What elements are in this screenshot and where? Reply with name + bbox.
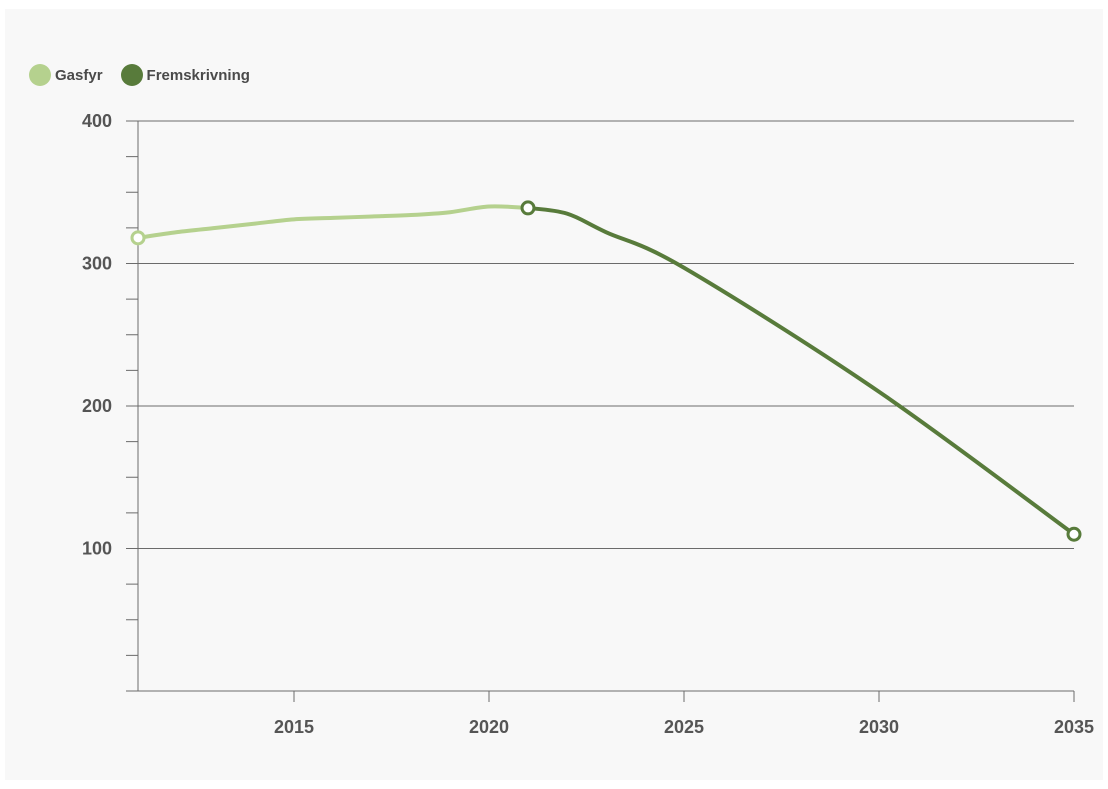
series-line-gasfyr (136, 204, 530, 240)
series-line-fremskrivning (526, 205, 1076, 537)
legend-swatch-fremskrivning (120, 64, 143, 86)
data-point-fremskrivning-2021[interactable] (520, 200, 536, 216)
x-tick-label-2015: 2015 (274, 717, 314, 737)
legend-label-gasfyr: Gasfyr (55, 66, 103, 84)
legend-item-fremskrivning[interactable]: Fremskrivning (120, 64, 250, 86)
x-tick-label-2035: 2035 (1054, 717, 1094, 737)
x-tick-label-2025: 2025 (664, 717, 704, 737)
legend-item-gasfyr[interactable]: Gasfyr (29, 64, 103, 86)
y-tick-label-400: 400 (82, 111, 112, 131)
x-tick-label-2020: 2020 (469, 717, 509, 737)
data-point-fremskrivning-2035[interactable] (1066, 526, 1082, 542)
y-tick-label-100: 100 (82, 539, 112, 559)
y-tick-label-300: 300 (82, 254, 112, 274)
chart-panel (5, 9, 1103, 780)
legend-label-fremskrivning: Fremskrivning (146, 66, 250, 84)
data-point-gasfyr-2011[interactable] (130, 230, 146, 246)
legend: Gasfyr Fremskrivning (29, 64, 268, 86)
legend-swatch-gasfyr (29, 64, 51, 86)
x-tick-label-2030: 2030 (859, 717, 899, 737)
y-tick-label-200: 200 (82, 396, 112, 416)
